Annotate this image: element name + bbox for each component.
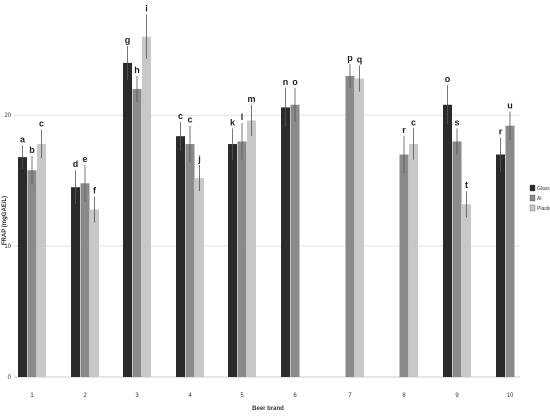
x-tick-label: 5 [240,393,244,399]
significance-letter: d [73,159,79,169]
significance-letter: p [347,53,353,63]
x-tick-label: 8 [402,393,406,399]
legend-swatch-al [529,194,536,202]
significance-letter: h [134,65,140,75]
significance-letter: s [454,117,459,127]
error-bars [22,14,511,223]
bar-glass-brand-6 [281,107,290,378]
bar-glass-brand-1 [18,157,27,377]
bar-plastic-brand-3 [142,36,151,377]
y-tick-label: 20 [4,113,11,119]
bar-plastic-brand-4 [195,178,204,377]
significance-letter: o [292,77,298,87]
x-axis-title: Beer brand [252,406,284,412]
significance-letter: e [82,154,87,164]
significance-letter: g [125,35,131,45]
significance-letter: b [29,145,35,155]
significance-letter: l [241,112,244,122]
significance-letter: a [20,134,26,144]
legend-label-glass: Glass [537,186,550,192]
bar-al-brand-6 [290,104,300,377]
significance-letter: c [187,115,192,125]
y-axis-ticks: 0 10 20 [4,113,11,381]
bar-glass-brand-9 [443,104,452,377]
x-tick-label: 1 [30,393,34,399]
significance-letter: i [145,3,148,13]
bar-plastic-brand-9 [462,204,471,377]
x-axis-ticks: 1 2 3 4 5 6 7 8 9 10 [30,393,514,399]
bar-plastic-brand-2 [90,209,99,377]
significance-letter: q [357,55,363,65]
x-tick-label: 4 [188,393,192,399]
significance-letter: m [247,94,255,104]
significance-letter: k [230,117,236,127]
x-tick-label: 7 [348,393,352,399]
legend: Glass Al Plastic [529,184,550,212]
legend-swatch-glass [529,184,536,192]
bar-al-brand-1 [27,170,37,377]
y-tick-label: 10 [4,244,11,250]
significance-letter: r [402,125,406,135]
bar-glass-brand-10 [496,154,505,377]
bar-al-brand-10 [505,125,515,377]
legend-swatch-plastic [529,204,536,212]
significance-letter: r [499,126,503,136]
legend-label-plastic: Plastic [537,206,550,212]
significance-letter: j [197,154,201,164]
x-tick-label: 10 [507,393,514,399]
bar-al-brand-8 [399,154,409,377]
bar-glass-brand-4 [176,136,185,377]
significance-letter: f [93,185,97,195]
significance-letter: o [445,74,451,84]
x-tick-label: 3 [135,393,139,399]
significance-letter: c [39,119,44,129]
bar-al-brand-9 [452,141,462,377]
significance-letter: c [178,111,183,121]
significance-letter: c [411,117,416,127]
bar-glass-brand-5 [228,144,237,377]
significance-letter: n [283,77,289,87]
bar-plastic-brand-7 [355,78,364,377]
bar-glass-brand-3 [123,62,132,377]
bars [18,36,515,378]
significance-letter: u [507,100,513,110]
bar-plastic-brand-8 [409,144,418,377]
x-tick-label: 2 [83,393,87,399]
bar-plastic-brand-5 [247,120,256,377]
bar-al-brand-5 [237,141,247,377]
bar-al-brand-7 [345,75,355,377]
bar-plastic-brand-1 [37,144,46,377]
x-tick-label: 9 [455,393,459,399]
x-tick-label: 6 [293,393,297,399]
y-axis-title: FRAP (mgGAE/L) [2,196,8,245]
bar-al-brand-2 [80,183,90,377]
bar-glass-brand-2 [71,187,80,377]
bar-al-brand-4 [185,144,195,377]
legend-label-al: Al [537,196,541,202]
y-tick-label: 0 [8,375,12,381]
bar-al-brand-3 [132,89,142,377]
significance-letter: t [465,180,468,190]
